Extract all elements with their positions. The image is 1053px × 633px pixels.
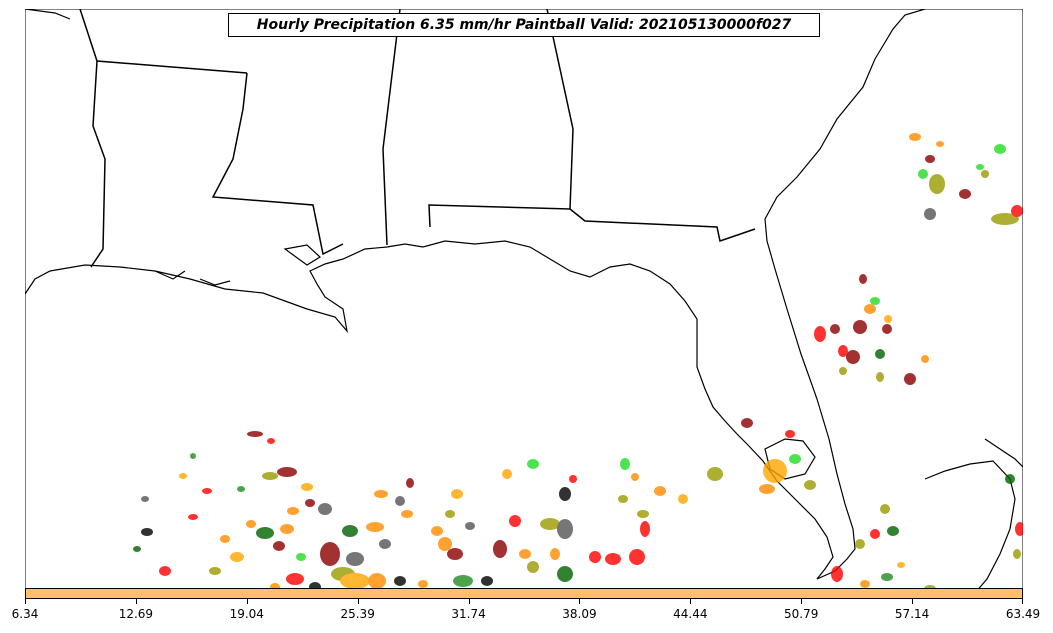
map-plot-area <box>25 9 1023 599</box>
colorbar-tick-label: 6.34 <box>11 607 39 621</box>
colorbar-tick <box>25 599 26 604</box>
colorbar-tick-label: 31.74 <box>451 607 486 621</box>
colorbar-tick <box>579 599 581 604</box>
colorbar-tick-label: 38.09 <box>562 607 597 621</box>
coastline <box>25 9 1023 594</box>
colorbar-tick <box>912 599 914 604</box>
precipitation-blobs <box>133 133 1023 593</box>
colorbar <box>25 588 1023 599</box>
colorbar-tick <box>135 599 137 604</box>
colorbar-tick-label: 25.39 <box>340 607 375 621</box>
colorbar-tick <box>690 599 692 604</box>
colorbar-tick-label: 63.49 <box>1005 607 1041 621</box>
colorbar-tick-label: 57.14 <box>894 607 930 621</box>
colorbar-tick <box>1022 599 1023 604</box>
colorbar-tick-label: 50.79 <box>784 607 819 621</box>
colorbar-tick-label: 12.69 <box>118 607 154 621</box>
map-canvas <box>25 9 1023 599</box>
colorbar-tick-label: 44.44 <box>673 607 708 621</box>
colorbar-tick <box>468 599 470 604</box>
colorbar-tick-label: 19.04 <box>229 607 264 621</box>
map-title: Hourly Precipitation 6.35 mm/hr Paintbal… <box>228 13 820 37</box>
state-boundaries <box>79 9 756 268</box>
colorbar-tick <box>801 599 803 604</box>
colorbar-tick <box>357 599 359 604</box>
colorbar-tick <box>246 599 248 604</box>
